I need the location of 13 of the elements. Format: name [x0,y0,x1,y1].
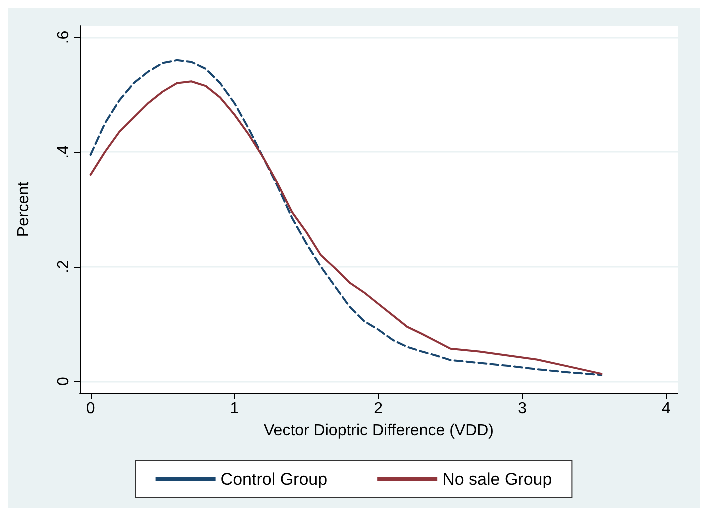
y-tick-label: 0 [56,376,72,386]
y-axis-title: Percent [16,181,32,238]
legend-label: No sale Group [442,470,552,489]
x-tick-label: 2 [374,400,384,418]
y-tick-label: .4 [56,145,72,159]
y-tick-label: .2 [56,260,72,274]
x-tick-label: 1 [230,400,240,418]
y-tick-label: .6 [56,30,72,44]
x-tick-label: 4 [662,400,672,418]
x-tick-label: 3 [518,400,528,418]
x-axis-title: Vector Dioptric Difference (VDD) [264,422,494,440]
x-tick-label: 0 [86,400,96,418]
legend-label: Control Group [220,470,328,489]
